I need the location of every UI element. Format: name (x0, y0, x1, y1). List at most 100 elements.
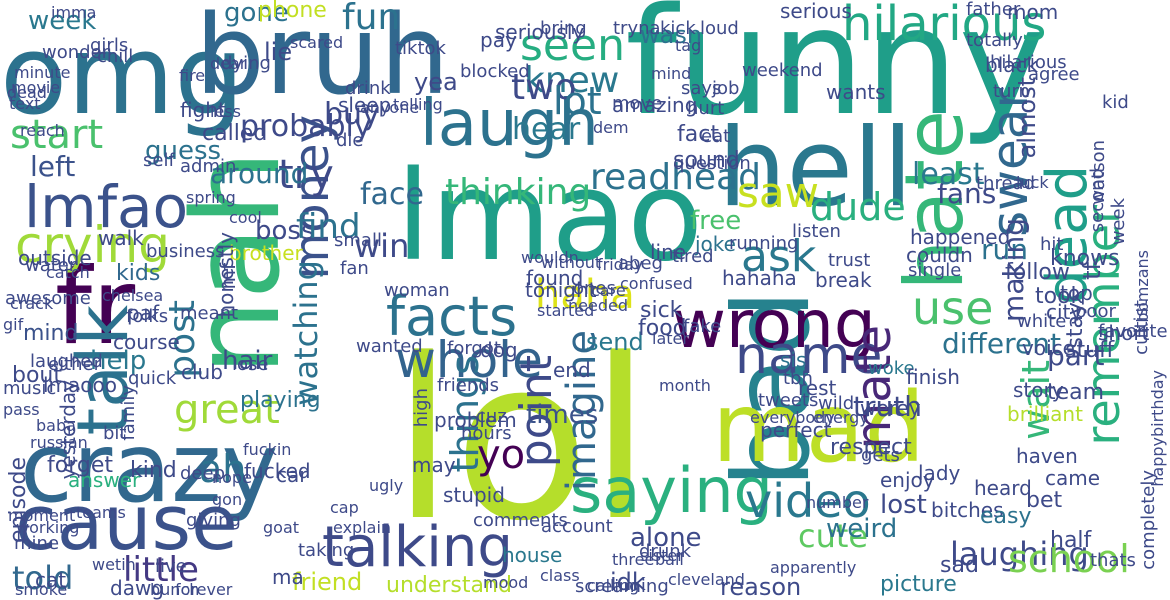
cloud-word: totally (966, 30, 1023, 51)
cloud-word: crazy (20, 412, 279, 524)
cloud-word: playing (240, 388, 321, 413)
cloud-word: explain (333, 518, 392, 537)
cloud-word: seriously (495, 20, 585, 44)
cloud-word: working (16, 518, 80, 537)
cloud-word: ah (199, 447, 247, 491)
cloud-word: abeg (618, 253, 663, 274)
cloud-word: find (296, 207, 361, 247)
cloud-word: business (146, 241, 225, 262)
cloud-word: cleveland (668, 570, 745, 589)
cloud-word: trust (828, 250, 871, 271)
cloud-word: short (1098, 321, 1150, 345)
cloud-word: different (942, 327, 1061, 360)
cloud-word: mind (651, 64, 692, 83)
cloud-word: laugh (420, 87, 599, 161)
cloud-word: cap (330, 498, 359, 517)
cloud-word: screaming (575, 576, 669, 597)
cloud-word: lmfao (24, 173, 189, 241)
cloud-word: voice (1022, 336, 1075, 360)
cloud-word: bout (12, 363, 62, 388)
cloud-word: hilarious (990, 52, 1067, 73)
cloud-word: club (181, 360, 223, 384)
cloud-word: stupid (443, 483, 505, 507)
cloud-word: fake (683, 316, 722, 337)
cloud-word: calling (587, 576, 640, 595)
cloud-word: fuckin (243, 440, 292, 459)
cloud-word: teams (76, 503, 126, 522)
cloud-word: dem (593, 118, 629, 137)
cloud-word: phone (258, 0, 327, 23)
cloud-word: pass (3, 400, 40, 419)
cloud-word: kids (116, 261, 161, 286)
cloud-word: die (336, 130, 364, 151)
cloud-word: poor (1075, 301, 1116, 322)
cloud-word: top (1060, 281, 1093, 305)
cloud-word: number (806, 493, 869, 512)
cloud-word: mom (1007, 0, 1059, 24)
cloud-word: friend (292, 568, 363, 596)
cloud-word: left (30, 150, 76, 183)
cloud-word: alone (630, 523, 702, 553)
cloud-word: sis (780, 348, 807, 372)
cloud-word: fight (180, 98, 226, 122)
cloud-word: name (735, 326, 883, 386)
cloud-word: buy (324, 97, 380, 132)
cloud-word: little (123, 550, 199, 590)
cloud-word: lose (232, 354, 269, 375)
cloud-word: wants (826, 80, 886, 104)
cloud-word: forget (47, 453, 113, 478)
cloud-word: couldn (906, 243, 973, 267)
cloud-word: cultist (1131, 300, 1152, 355)
cloud-word: three (612, 550, 655, 569)
cloud-word: minute (14, 63, 71, 82)
cloud-word: omg (0, 11, 245, 139)
cloud-word: meant (180, 303, 239, 324)
cloud-word: mood (483, 573, 529, 592)
cloud-word: two (511, 67, 577, 108)
cloud-word: tired (672, 246, 714, 267)
cloud-word: seen (520, 20, 625, 71)
cloud-word: saw (737, 168, 819, 217)
cloud-word: half (1050, 528, 1092, 553)
cloud-word: break (815, 268, 872, 292)
cloud-word: job (712, 78, 740, 99)
cloud-word: facts (386, 285, 518, 348)
cloud-word: least (912, 157, 985, 192)
cloud-word: text (9, 94, 41, 113)
cloud-word: favorite (1098, 321, 1168, 342)
cloud-word: called (202, 121, 268, 146)
cloud-word: picture (880, 572, 957, 597)
cloud-word: loud (700, 18, 739, 39)
cloud-word: werey (860, 396, 921, 420)
cloud-word: wrong (672, 286, 876, 363)
cloud-word: turn (993, 81, 1030, 102)
cloud-word: smoke (15, 580, 68, 599)
cloud-word: class (540, 566, 580, 585)
cloud-word: started (537, 301, 595, 320)
cloud-word: sister (640, 546, 684, 565)
cloud-word: imma (51, 3, 97, 22)
cloud-word: blocked (460, 61, 530, 82)
cloud-word: lady (918, 461, 961, 485)
cloud-word: tiktok (395, 38, 446, 59)
cloud-word: sick (640, 298, 683, 323)
cloud-word: chelsea (102, 286, 164, 305)
cloud-word: hell (718, 106, 913, 231)
cloud-word: father (966, 0, 1021, 20)
cloud-word: finish (906, 365, 960, 389)
cloud-word: yea (414, 68, 458, 96)
cloud-word: week (28, 6, 97, 36)
cloud-word: boss (255, 216, 315, 246)
cloud-word: care (591, 281, 626, 300)
cloud-word: fr (55, 246, 136, 368)
cloud-word: wonder (42, 42, 110, 63)
cloud-word: week (1108, 198, 1129, 246)
cloud-word: lie (264, 38, 293, 66)
cloud-word: lot (553, 79, 602, 123)
cloud-word: haven (1016, 444, 1078, 468)
cloud-word: less (210, 102, 241, 121)
cloud-word: kind (130, 458, 177, 483)
cloud-word: luck (1016, 173, 1049, 192)
cloud-word: fan (340, 258, 369, 279)
cloud-word: brother (229, 241, 303, 265)
